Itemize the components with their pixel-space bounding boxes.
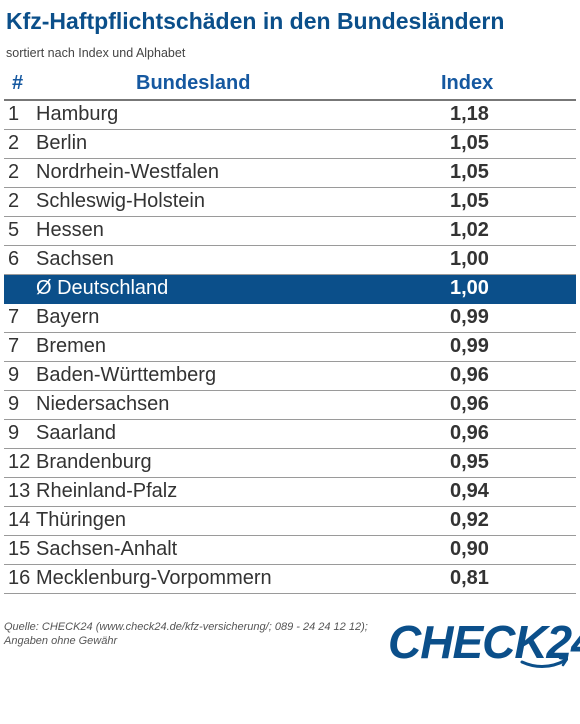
bundesland-cell: Brandenburg (36, 451, 152, 473)
table-row: 7 Bremen 0,99 (4, 333, 576, 362)
index-cell: 0,81 (450, 567, 489, 589)
check24-logo: CHECK24 (388, 616, 580, 668)
bundesland-cell: Hamburg (36, 103, 119, 125)
index-cell: 1,00 (450, 248, 489, 270)
table-body: 1 Hamburg 1,18 2 Berlin 1,05 2 Nordrhein-Westfa… (4, 101, 576, 594)
index-cell: 0,92 (450, 509, 489, 531)
rank-cell: 2 (8, 132, 20, 154)
index-cell: 1,18 (450, 103, 489, 125)
bundesland-cell: Sachsen (36, 248, 114, 270)
index-cell: 0,96 (450, 422, 489, 444)
table-row: 6 Sachsen 1,00 (4, 246, 576, 275)
table-row: 9 Niedersachsen 0,96 (4, 391, 576, 420)
rank-cell: 9 (8, 422, 20, 444)
column-header-index: Index (441, 72, 494, 94)
bundesland-cell: Berlin (36, 132, 88, 154)
rank-cell: 12 (8, 451, 31, 473)
rank-cell: 2 (8, 161, 20, 183)
index-cell: 1,05 (450, 132, 489, 154)
table-row: 2 Berlin 1,05 (4, 130, 576, 159)
rank-cell: 7 (8, 335, 20, 357)
index-cell: 1,05 (450, 161, 489, 183)
bundesland-cell: Bayern (36, 306, 100, 328)
index-cell: 0,96 (450, 393, 489, 415)
bundesland-cell: Saarland (36, 422, 117, 444)
index-cell: 0,99 (450, 306, 489, 328)
index-cell: 0,95 (450, 451, 489, 473)
rank-cell: 13 (8, 480, 31, 502)
table-row: 5 Hessen 1,02 (4, 217, 576, 246)
column-header-rank: # (12, 72, 24, 94)
rank-cell: 6 (8, 248, 20, 270)
table-header: # Bundesland Index (4, 69, 576, 101)
table-row: 7 Bayern 0,99 (4, 304, 576, 333)
bundesland-cell: Bremen (36, 335, 107, 357)
index-cell: 1,05 (450, 190, 489, 212)
page-title: Kfz-Haftpflichtschäden in den Bundesländ… (6, 8, 505, 34)
bundesland-cell: Nordrhein-Westfalen (36, 161, 220, 183)
table-row: 14 Thüringen 0,92 (4, 507, 576, 536)
rank-cell: 15 (8, 538, 31, 560)
rank-cell: 9 (8, 364, 20, 386)
index-cell: 0,96 (450, 364, 489, 386)
bundesland-cell: Hessen (36, 219, 104, 241)
table-row: 9 Baden-Württemberg 0,96 (4, 362, 576, 391)
table-row: 2 Nordrhein-Westfalen 1,05 (4, 159, 576, 188)
subtitle: sortiert nach Index und Alphabet (6, 46, 186, 60)
table-row: 15 Sachsen-Anhalt 0,90 (4, 536, 576, 565)
table-row: 9 Saarland 0,96 (4, 420, 576, 449)
table-row-average: Ø Deutschland 1,00 (4, 275, 576, 304)
index-cell: 0,94 (450, 480, 489, 502)
bundesland-cell: Rheinland-Pfalz (36, 480, 178, 502)
table-row: 16 Mecklenburg-Vorpommern 0,81 (4, 565, 576, 594)
rank-cell: 1 (8, 103, 20, 125)
rank-cell: 14 (8, 509, 31, 531)
bundesland-cell: Mecklenburg-Vorpommern (36, 567, 272, 589)
index-cell: 1,00 (450, 277, 489, 299)
column-header-bundesland: Bundesland (136, 72, 251, 94)
table-row: 2 Schleswig-Holstein 1,05 (4, 188, 576, 217)
bundesland-cell: Schleswig-Holstein (36, 190, 205, 212)
table-row: 13 Rheinland-Pfalz 0,94 (4, 478, 576, 507)
rank-cell: 2 (8, 190, 20, 212)
ranking-table: # Bundesland Index 1 Hamburg 1,18 2 Berlin 1,… (4, 69, 576, 594)
bundesland-cell: Baden-Württemberg (36, 364, 217, 386)
index-cell: 0,99 (450, 335, 489, 357)
bundesland-cell: Niedersachsen (36, 393, 170, 415)
table-row: 12 Brandenburg 0,95 (4, 449, 576, 478)
table-row: 1 Hamburg 1,18 (4, 101, 576, 130)
rank-cell: 7 (8, 306, 20, 328)
logo-swoosh-icon (520, 656, 568, 668)
rank-cell: 9 (8, 393, 20, 415)
index-cell: 0,90 (450, 538, 489, 560)
rank-cell: 16 (8, 567, 31, 589)
bundesland-cell: Ø Deutschland (36, 277, 169, 299)
source-note: Quelle: CHECK24 (www.check24.de/kfz-vers… (4, 621, 368, 647)
bundesland-cell: Sachsen-Anhalt (36, 538, 178, 560)
index-cell: 1,02 (450, 219, 489, 241)
bundesland-cell: Thüringen (36, 509, 127, 531)
rank-cell: 5 (8, 219, 20, 241)
